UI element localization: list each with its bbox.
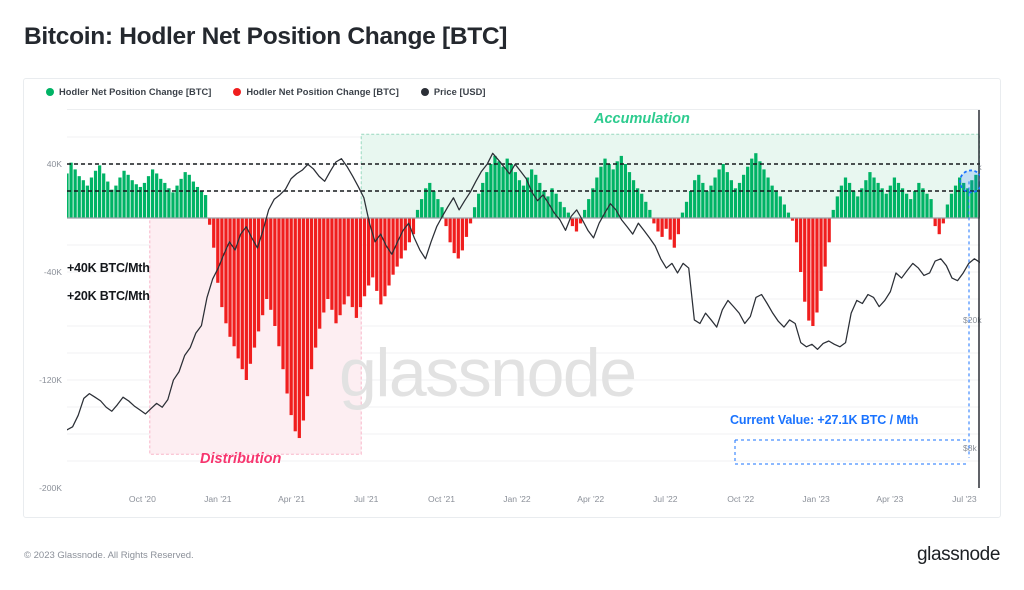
x-axis-tick: Jan '21 <box>204 494 232 504</box>
x-axis-tick: Apr '21 <box>278 494 306 504</box>
legend-dot-red <box>233 88 242 96</box>
annotation-level-20k: +20K BTC/Mth <box>67 289 150 303</box>
chart-legend: Hodler Net Position Change [BTC] Hodler … <box>46 87 486 97</box>
x-axis-tick: Jul '22 <box>652 494 678 504</box>
x-axis-tick: Oct '22 <box>727 494 755 504</box>
x-axis-tick: Jul '23 <box>952 494 977 504</box>
annotation-current-value: Current Value: +27.1K BTC / Mth <box>730 413 919 427</box>
x-axis: Oct '20 Jan '21 Apr '21 Jul '21 Oct '21 Jan '… <box>24 488 1002 518</box>
legend-item-hodler-negative[interactable]: Hodler Net Position Change [BTC] <box>233 87 399 97</box>
legend-dot-black <box>420 88 429 96</box>
page-title: Bitcoin: Hodler Net Position Change [BTC… <box>24 23 508 50</box>
legend-item-price[interactable]: Price [USD] <box>420 87 486 97</box>
x-axis-tick: Jan '22 <box>503 494 531 504</box>
x-axis-tick: Oct '21 <box>428 494 456 504</box>
footer-glassnode-logo: glassnode <box>916 544 1000 565</box>
legend-label-hodler-positive: Hodler Net Position Change [BTC] <box>59 87 212 97</box>
y-axis-right-tick: $8k <box>963 442 977 453</box>
legend-label-price: Price [USD] <box>433 87 486 97</box>
y-axis-left-tick: -200K <box>39 483 62 493</box>
y-axis-left-tick: 40K <box>46 159 62 169</box>
y-axis-left-tick: -120K <box>39 375 62 385</box>
y-axis-right-tick: $20k <box>963 314 982 325</box>
annotation-distribution: Distribution <box>200 451 282 467</box>
plot-area[interactable] <box>67 110 980 488</box>
y-axis-left-tick: -40K <box>43 267 62 277</box>
y-axis-left: 40K -40K -120K -200K <box>24 79 67 519</box>
x-axis-tick: Apr '23 <box>876 494 904 504</box>
footer-copyright: © 2023 Glassnode. All Rights Reserved. <box>24 550 194 561</box>
chart-svg <box>67 110 980 488</box>
legend-label-hodler-negative: Hodler Net Position Change [BTC] <box>246 87 399 97</box>
legend-divider <box>67 109 980 110</box>
glassnode-watermark: glassnode <box>339 335 637 411</box>
annotation-level-40k: +40K BTC/Mth <box>67 261 150 275</box>
x-axis-tick: Jan '23 <box>802 494 830 504</box>
legend-item-hodler-positive[interactable]: Hodler Net Position Change [BTC] <box>46 87 211 97</box>
legend-dot-green <box>46 88 54 96</box>
annotation-accumulation: Accumulation <box>594 111 690 127</box>
x-axis-tick: Jul '21 <box>353 494 379 504</box>
chart-card: Hodler Net Position Change [BTC] Hodler … <box>23 78 1001 518</box>
x-axis-tick: Apr '22 <box>577 494 605 504</box>
x-axis-tick: Oct '20 <box>128 494 156 504</box>
